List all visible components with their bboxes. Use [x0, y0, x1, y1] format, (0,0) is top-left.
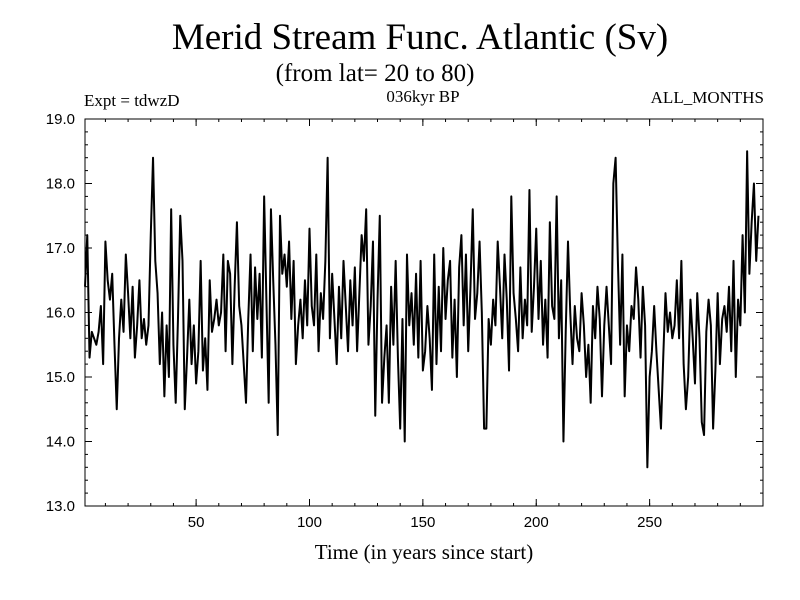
y-tick-label: 19.0: [46, 111, 75, 128]
y-tick-label: 15.0: [46, 369, 75, 386]
period-label: 036kyr BP: [386, 87, 460, 106]
y-tick-label: 14.0: [46, 434, 75, 451]
chart-title: Merid Stream Func. Atlantic (Sv): [171, 17, 669, 58]
x-tick-label: 150: [410, 514, 435, 531]
series-layer: [84, 150, 760, 469]
y-tick-label: 16.0: [46, 305, 75, 322]
x-tick-label: 50: [188, 514, 205, 531]
y-tick-label: 17.0: [46, 240, 75, 257]
series-line: [84, 150, 760, 469]
months-label: ALL_MONTHS: [650, 88, 764, 107]
chart-subtitle: (from lat= 20 to 80): [275, 60, 475, 87]
plot-frame: [84, 118, 764, 507]
x-axis-label: Time (in years since start): [314, 540, 534, 564]
experiment-label: Expt = tdwzD: [84, 91, 180, 110]
x-tick-label: 200: [524, 514, 549, 531]
x-tick-label: 100: [297, 514, 322, 531]
y-tick-label: 13.0: [46, 498, 75, 515]
plot-axes: 13.0 14.0 15.0 16.0 17.0 18.0 19.0 50 100 150 200 2…: [46, 111, 764, 531]
x-tick-label: 250: [637, 514, 662, 531]
y-tick-label: 18.0: [46, 176, 75, 193]
